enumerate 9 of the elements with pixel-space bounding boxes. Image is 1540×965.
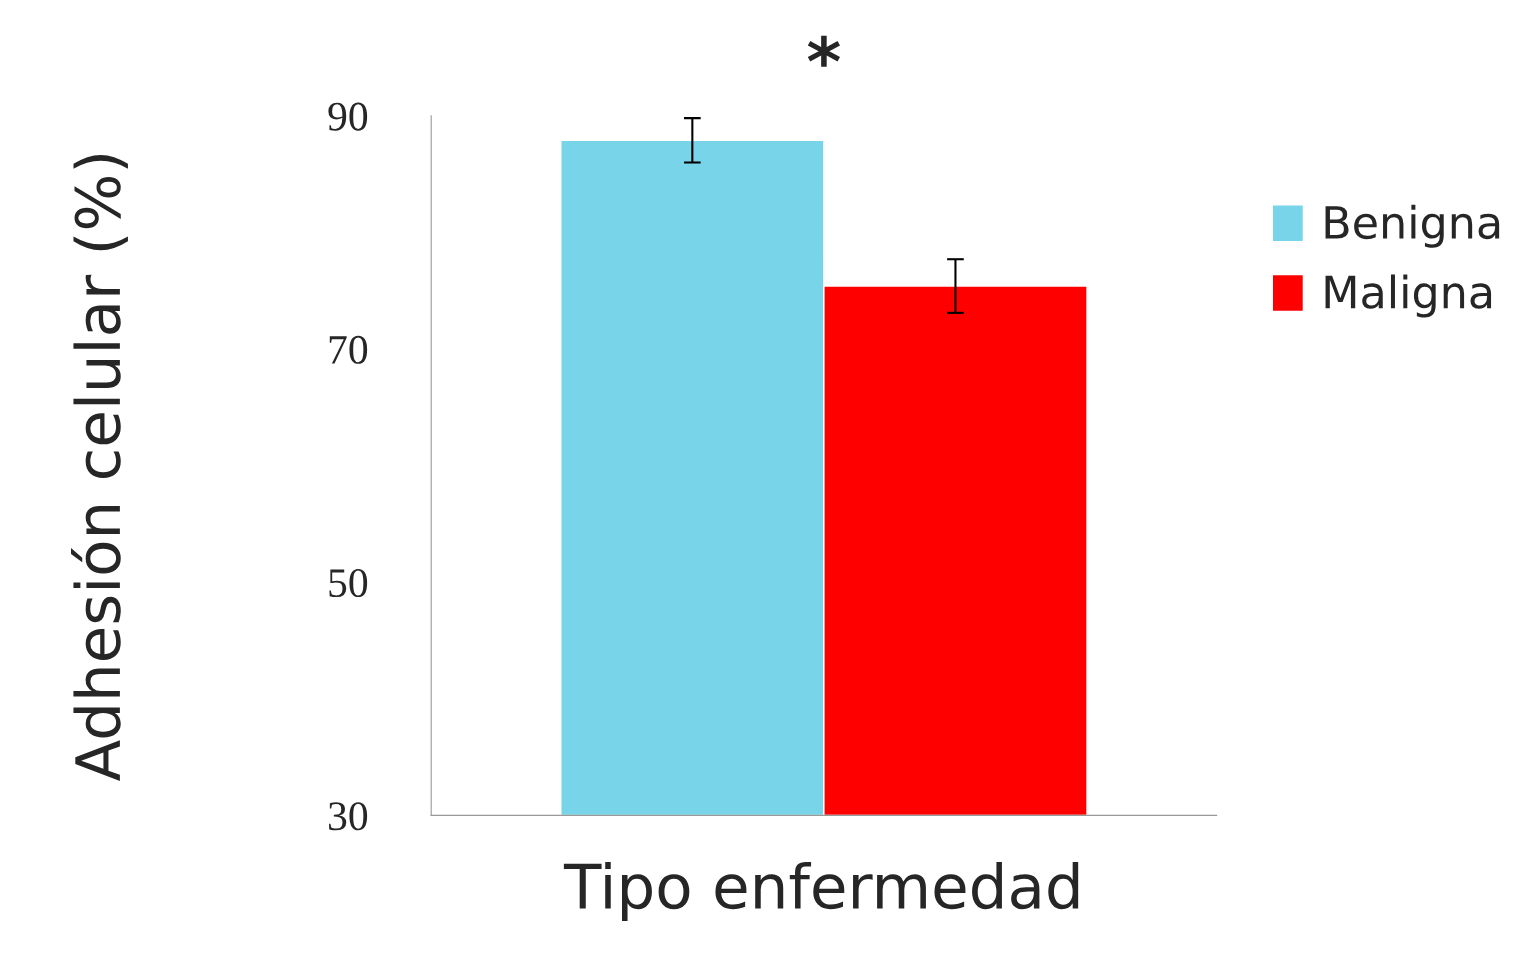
- y-tick-label: 90: [328, 102, 368, 131]
- y-axis-title: Adhesión celular (%): [71, 154, 128, 782]
- text: *: [807, 35, 840, 67]
- y-tick-label: 30: [329, 802, 368, 831]
- legend-label: Benigna: [1325, 204, 1500, 248]
- x-axis-title: Tipo enfermedad: [563, 861, 1079, 922]
- legend-label: Maligna: [1325, 274, 1492, 318]
- y-tick-label: 50: [329, 568, 368, 598]
- y-tick-label: 70: [329, 335, 368, 364]
